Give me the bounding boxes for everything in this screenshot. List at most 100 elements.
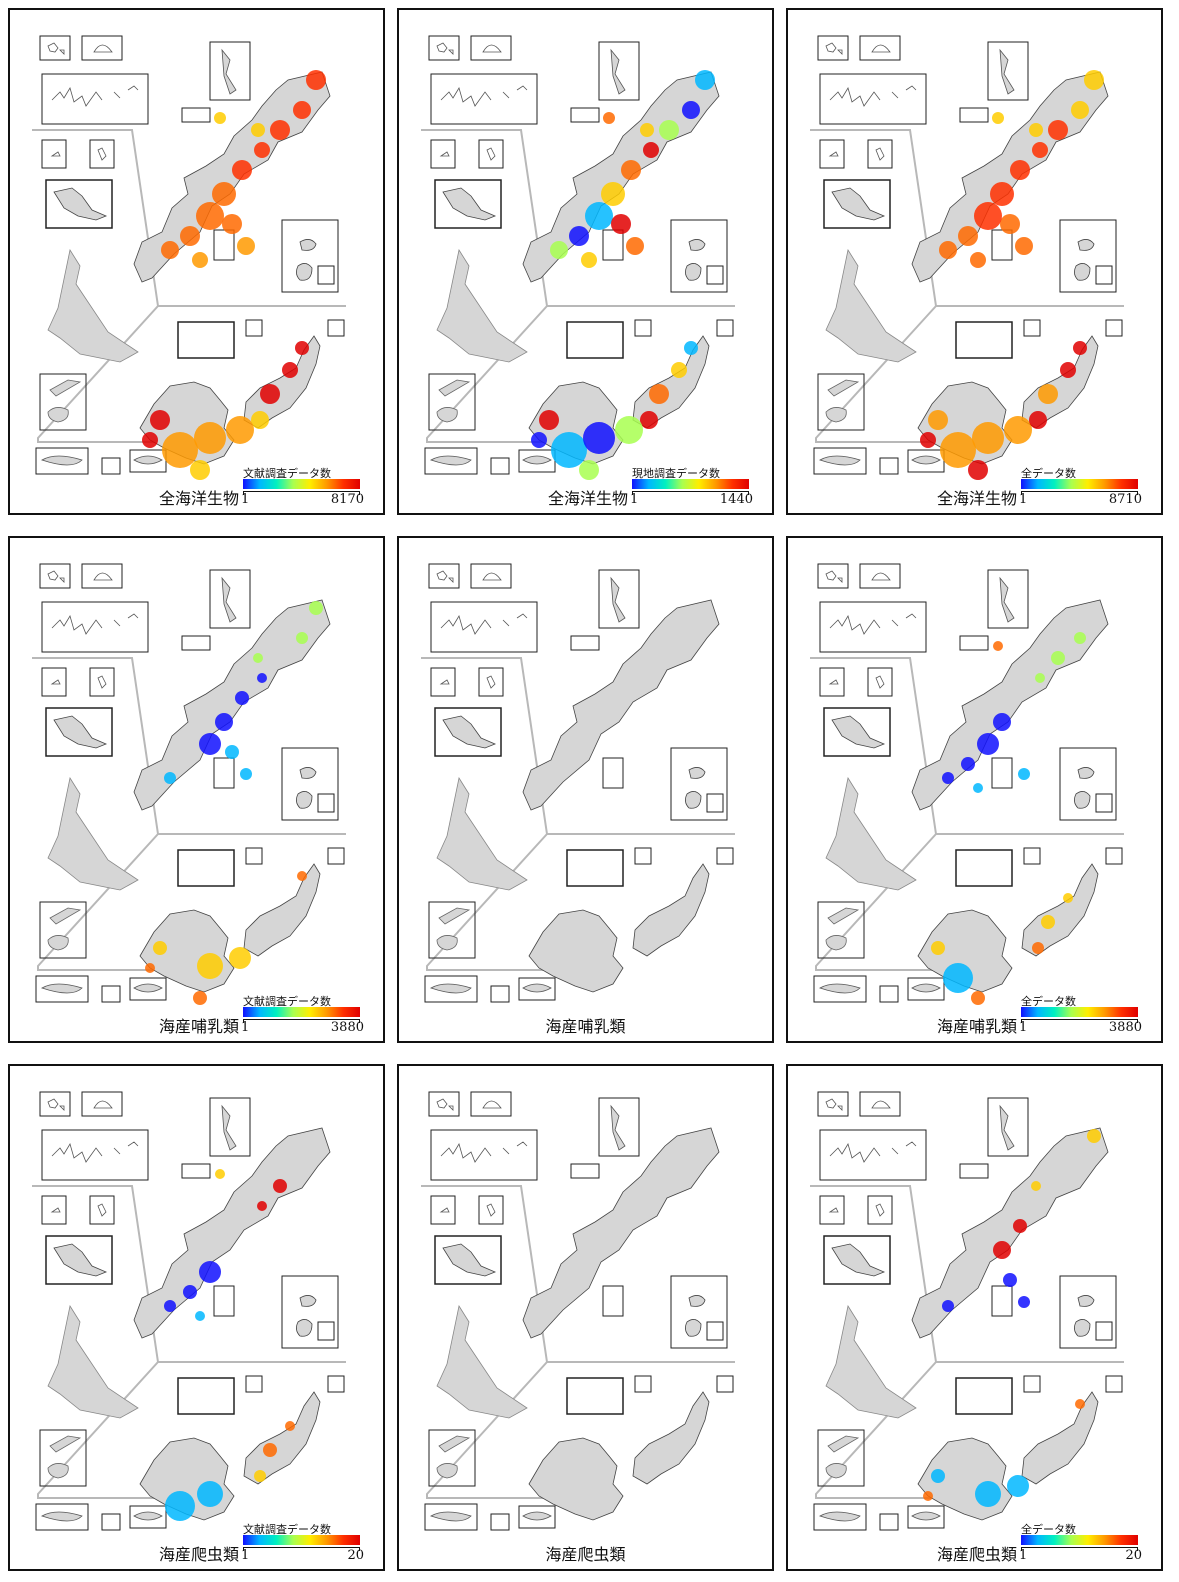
inset-box — [670, 1275, 728, 1349]
data-density-patch — [180, 226, 200, 246]
island-outline — [436, 1435, 471, 1479]
island-outline — [486, 1203, 496, 1217]
data-density-patch — [263, 1443, 277, 1457]
legend-axis — [243, 1019, 360, 1023]
island-outline — [482, 1100, 502, 1109]
island-outline — [47, 1098, 65, 1111]
data-density-patch — [212, 182, 236, 206]
island-outline — [50, 1207, 61, 1213]
inset-box — [245, 319, 263, 337]
data-density-patch — [684, 341, 698, 355]
inset-box — [716, 319, 734, 337]
inset-box — [45, 179, 113, 229]
map-panel: 海産爬虫類 — [397, 1064, 774, 1571]
inset-box — [317, 1321, 335, 1341]
inset-box — [89, 1195, 115, 1225]
data-density-patch — [142, 432, 158, 448]
legend-axis — [1021, 1019, 1138, 1023]
island-outline — [47, 42, 65, 55]
inset-box — [598, 569, 640, 629]
data-density-patch — [293, 101, 311, 119]
data-layer — [145, 601, 323, 1005]
data-density-patch — [195, 1311, 205, 1321]
data-density-patch — [153, 941, 167, 955]
okinawa-distribution-map — [421, 563, 735, 1003]
inset-box — [634, 847, 652, 865]
legend-axis — [1021, 491, 1138, 495]
inset-box — [39, 1091, 71, 1117]
color-legend: 現地調査データ数 1 1440 — [628, 465, 753, 509]
legend-title: 文献調査データ数 — [243, 995, 331, 1008]
island-outline — [50, 151, 61, 157]
inset-box — [602, 229, 624, 261]
inset-box — [879, 1513, 899, 1531]
island-outline — [685, 767, 706, 809]
okinawa-distribution-map — [421, 1091, 735, 1531]
okinawa-main-island — [522, 599, 720, 811]
yaeyama-island — [528, 1437, 624, 1521]
inset-box — [478, 667, 504, 697]
region-divider — [421, 1185, 735, 1363]
data-density-patch — [601, 182, 625, 206]
island-outline — [47, 1435, 82, 1479]
inset-box — [41, 667, 67, 697]
data-layer — [923, 1129, 1101, 1507]
data-density-patch — [993, 713, 1011, 731]
data-density-patch — [215, 1169, 225, 1179]
inset-box — [518, 977, 556, 1001]
legend-min-value: 1 — [1019, 492, 1028, 507]
data-density-patch — [923, 1491, 933, 1501]
island-outline — [825, 907, 860, 951]
inset-box — [991, 757, 1013, 789]
inset-box — [41, 73, 149, 125]
island-outline — [51, 1141, 139, 1163]
data-density-patch — [550, 241, 568, 259]
island-outline — [436, 1098, 454, 1111]
island-outline — [610, 1104, 626, 1151]
island-outline — [296, 239, 317, 281]
inset-box — [859, 35, 901, 61]
inset-box — [817, 1429, 865, 1487]
data-density-patch — [972, 422, 1004, 454]
data-density-patch — [1004, 416, 1032, 444]
inset-box — [41, 601, 149, 653]
island-outline — [93, 572, 113, 581]
inset-box — [35, 447, 89, 475]
inset-box — [177, 849, 235, 887]
inset-box — [213, 229, 235, 261]
inset-box — [470, 35, 512, 61]
inset-box — [430, 1129, 538, 1181]
data-density-patch — [640, 411, 658, 429]
color-legend: 全データ数 1 8710 — [1017, 465, 1142, 509]
inset-box — [987, 41, 1029, 101]
inset-box — [566, 1377, 624, 1415]
data-density-patch — [306, 70, 326, 90]
data-density-patch — [671, 362, 687, 378]
data-density-patch — [162, 432, 198, 468]
island-outline — [440, 1141, 528, 1163]
okinawa-main-island — [133, 599, 331, 811]
island-outline — [97, 675, 107, 689]
data-density-patch — [183, 1285, 197, 1299]
color-legend: 文献調査データ数 1 8170 — [239, 465, 364, 509]
inset-box — [813, 975, 867, 1003]
island-outline — [53, 1243, 108, 1277]
inset-box — [1023, 847, 1041, 865]
legend-max-value: 8170 — [330, 492, 364, 507]
island-outline — [999, 576, 1015, 623]
island-outline — [999, 48, 1015, 95]
data-layer — [920, 70, 1104, 480]
inset-box — [430, 73, 538, 125]
data-density-patch — [254, 1470, 266, 1482]
island-outline — [829, 1141, 917, 1163]
okinawa-distribution-map — [32, 1091, 346, 1531]
data-density-patch — [214, 112, 226, 124]
island-outline — [819, 983, 861, 994]
map-panel: 全海洋生物 文献調査データ数 1 8170 — [8, 8, 385, 515]
data-density-patch — [615, 416, 643, 444]
data-density-patch — [1029, 411, 1047, 429]
okinawa-distribution-map — [32, 563, 346, 1005]
inset-box — [35, 975, 89, 1003]
island-outline — [831, 715, 886, 749]
data-density-patch — [611, 214, 631, 234]
